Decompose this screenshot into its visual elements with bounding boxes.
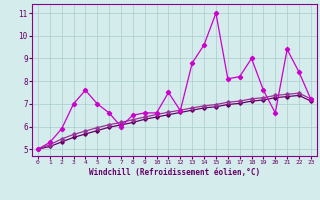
X-axis label: Windchill (Refroidissement éolien,°C): Windchill (Refroidissement éolien,°C) [89, 168, 260, 177]
